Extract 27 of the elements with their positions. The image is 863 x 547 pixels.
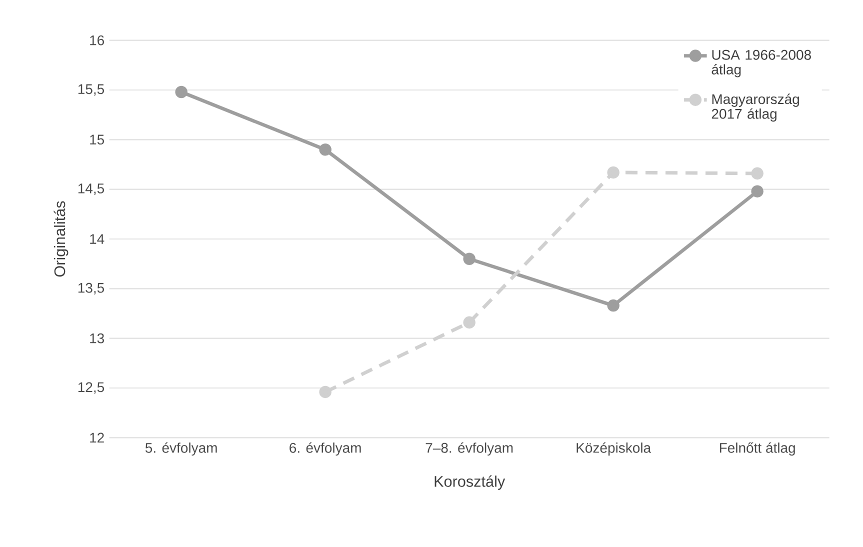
y-tick-label: 14 bbox=[90, 234, 104, 244]
x-tick-label: Középiskola bbox=[576, 442, 652, 456]
legend-label: USA 1966-2008 átlag bbox=[712, 50, 811, 78]
legend-label: Magyarország 2017 átlag bbox=[712, 94, 799, 122]
point bbox=[463, 316, 476, 329]
y-tick-label: 15 bbox=[90, 134, 104, 145]
point bbox=[751, 167, 764, 180]
x-tick-label: 6. évfolyam bbox=[290, 442, 361, 456]
point bbox=[751, 185, 764, 198]
point bbox=[319, 386, 332, 398]
y-axis-title: Originalitás bbox=[54, 201, 68, 277]
x-tick-label: 7–8. évfolyam bbox=[426, 442, 513, 456]
y-tick-label: 12 bbox=[90, 432, 104, 443]
y-tick-label: 13 bbox=[90, 333, 104, 344]
point bbox=[607, 166, 620, 179]
point bbox=[175, 86, 188, 98]
x-tick-label: Felnőtt átlag bbox=[720, 442, 795, 456]
point bbox=[319, 143, 332, 156]
y-tick-label: 14,5 bbox=[78, 184, 104, 196]
y-tick-label: 13,5 bbox=[78, 282, 104, 294]
y-tick-label: 12,5 bbox=[78, 382, 104, 394]
y-tick-label: 15,5 bbox=[78, 84, 104, 96]
point bbox=[607, 299, 620, 312]
point bbox=[463, 252, 476, 266]
x-tick-label: 5. évfolyam bbox=[145, 442, 217, 456]
y-tick-label: 16 bbox=[90, 35, 104, 46]
x-axis-title: Korosztály bbox=[434, 475, 506, 490]
